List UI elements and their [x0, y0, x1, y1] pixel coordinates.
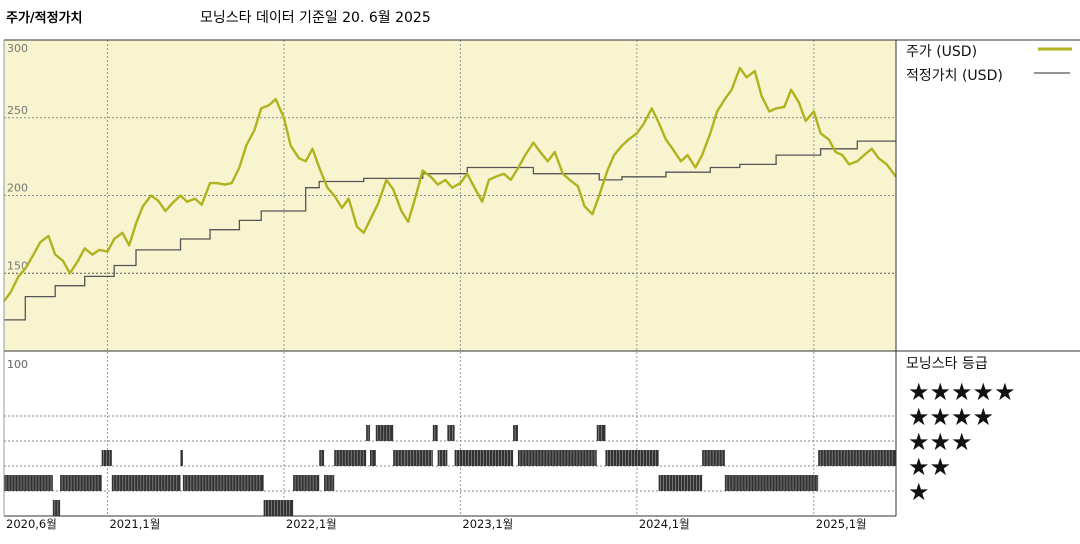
legend-price-label: 주가 (USD) [906, 44, 977, 60]
rating-bar [180, 450, 183, 466]
rating-bar [432, 425, 438, 441]
rating-bar [4, 475, 53, 491]
rating-legend-title: 모닝스타 등급 [906, 356, 988, 372]
x-tick-label: 2025,1월 [816, 517, 867, 531]
chart-subtitle: 모닝스타 데이터 기준일 20. 6월 2025 [200, 10, 431, 26]
fair-value-line [4, 140, 896, 321]
rating-bar [447, 425, 455, 441]
rating-bars [4, 425, 896, 516]
rating-2-stars: ★★ [908, 453, 951, 481]
rating-bar [319, 450, 325, 466]
rating-bar [293, 475, 320, 491]
legend-fair-label: 적정가치 (USD) [906, 68, 1003, 84]
x-tick-label: 2021,1월 [109, 517, 160, 531]
rating-bar [263, 500, 294, 516]
x-tick-label: 2023,1월 [462, 517, 513, 531]
rating-bar [405, 450, 433, 466]
rating-bar [596, 425, 606, 441]
y-tick-label: 300 [7, 42, 28, 55]
y-tick-label: 100 [7, 358, 28, 371]
rating-5-stars: ★★★★★ [908, 378, 1016, 406]
rating-bar [517, 450, 597, 466]
rating-bar [375, 425, 394, 441]
x-axis-labels: 2020,6월 2021,1월 2022,1월 2023,1월 2024,1월 2025,… [6, 517, 867, 531]
rating-bar [605, 450, 659, 466]
rating-bar [818, 450, 896, 466]
y-tick-label: 200 [7, 182, 28, 195]
rating-bar [702, 450, 725, 466]
rating-bar [111, 475, 181, 491]
x-tick-label: 2024,1월 [639, 517, 690, 531]
rating-bar [369, 450, 376, 466]
x-tick-label: 2020,6월 [6, 517, 57, 531]
x-tick-label: 2022,1월 [286, 517, 337, 531]
rating-bar [52, 500, 61, 516]
rating-4-stars: ★★★★ [908, 403, 994, 431]
y-tick-label: 150 [7, 259, 28, 272]
rating-bar [724, 475, 735, 491]
chart-title: 주가/적정가치 [6, 10, 83, 26]
rating-3-stars: ★★★ [908, 428, 973, 456]
rating-bar [60, 475, 102, 491]
y-tick-label: 250 [7, 104, 28, 117]
price-line [3, 66, 897, 302]
rating-panel-top-label: 100 [7, 358, 28, 371]
rating-1-star: ★ [908, 478, 930, 506]
rating-bar [734, 475, 819, 491]
rating-bar [658, 475, 703, 491]
rating-bar [393, 450, 406, 466]
rating-bar [513, 425, 518, 441]
rating-bar [182, 475, 264, 491]
